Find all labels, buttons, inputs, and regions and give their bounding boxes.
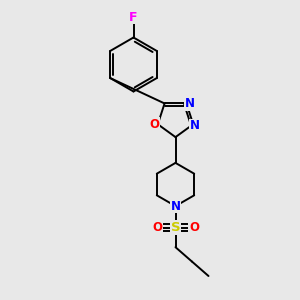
Text: S: S — [171, 221, 180, 234]
Text: N: N — [185, 97, 195, 110]
Text: O: O — [189, 221, 199, 234]
Text: N: N — [190, 119, 200, 132]
Text: O: O — [149, 118, 159, 131]
Text: F: F — [129, 11, 138, 24]
Text: O: O — [152, 221, 162, 234]
Text: N: N — [170, 200, 181, 213]
